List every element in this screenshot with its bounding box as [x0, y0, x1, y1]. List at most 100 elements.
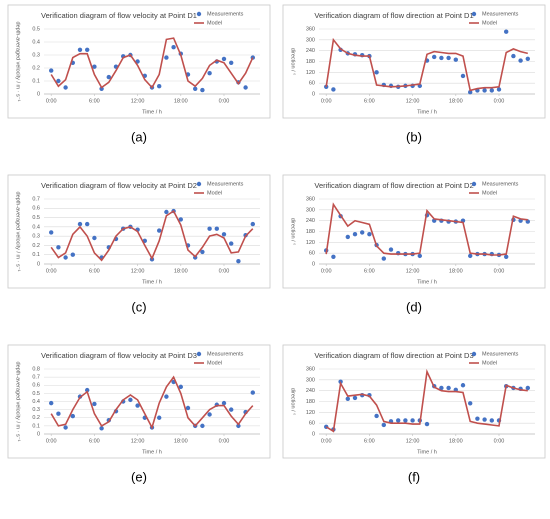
x-tick-label: 12:00	[406, 98, 420, 104]
measurement-point	[63, 255, 68, 260]
legend-label: Model	[207, 190, 222, 196]
measurement-point	[511, 53, 516, 59]
y-axis-label: depth-averaged velocity / m · s⁻¹	[15, 22, 21, 102]
chart-title: Verification diagram of flow direction a…	[314, 11, 473, 20]
y-tick-label: 0	[37, 261, 40, 267]
y-tick-label: 0.5	[32, 215, 40, 221]
chart-panel: Verification diagram of flow velocity at…	[7, 174, 271, 314]
y-tick-label: 300	[306, 207, 315, 213]
y-tick-label: 60	[309, 81, 315, 87]
measurement-point	[63, 85, 68, 90]
x-tick-label: 6:00	[89, 268, 100, 274]
measurement-point	[200, 423, 205, 429]
y-tick-label: 0.4	[32, 39, 40, 45]
legend-label: Model	[482, 20, 497, 26]
measurement-point	[229, 407, 234, 412]
x-tick-label: 0:00	[321, 268, 332, 274]
measurement-point	[439, 385, 444, 391]
measurement-point	[424, 421, 430, 427]
y-tick-label: 0	[37, 91, 40, 97]
measurement-point	[178, 384, 183, 390]
legend-swatch	[471, 11, 477, 17]
measurement-point	[367, 232, 372, 237]
x-tick-label: 0:00	[219, 268, 230, 274]
legend-label: Model	[482, 360, 497, 366]
measurement-point	[106, 74, 112, 80]
y-tick-label: 300	[306, 37, 315, 43]
measurement-point	[157, 84, 162, 89]
y-tick-label: 240	[306, 48, 315, 54]
measurement-point	[417, 253, 422, 259]
measurement-point	[496, 87, 502, 92]
measurement-point	[207, 71, 212, 76]
measurement-point	[439, 55, 444, 61]
measurement-point	[331, 254, 336, 259]
legend-label: Measurements	[482, 11, 519, 17]
measurement-point	[49, 230, 54, 235]
legend-label: Measurements	[207, 351, 244, 357]
y-tick-label: 0.3	[32, 234, 40, 240]
x-tick-label: 0:00	[321, 98, 332, 104]
legend-swatch	[471, 181, 477, 187]
measurement-point	[504, 29, 509, 34]
x-tick-label: 12:00	[131, 268, 145, 274]
y-tick-label: 60	[309, 251, 315, 257]
measurement-point	[221, 400, 227, 406]
x-tick-label: 0:00	[46, 438, 57, 444]
chart-title: Verification diagram of flow velocity at…	[41, 351, 197, 360]
measurement-point	[236, 259, 241, 264]
chart-panel: Verification diagram of flow velocity at…	[7, 4, 271, 144]
y-tick-label: 120	[306, 70, 315, 76]
chart-panel: Verification diagram of flow direction a…	[282, 4, 546, 144]
measurement-point	[446, 55, 451, 61]
y-tick-label: 0.5	[32, 391, 40, 397]
measurement-point	[56, 245, 61, 250]
x-tick-label: 6:00	[364, 98, 375, 104]
legend-label: Measurements	[482, 351, 519, 357]
y-tick-label: 0.1	[32, 252, 40, 258]
panel-label: (f)	[408, 469, 420, 484]
measurement-point	[446, 385, 451, 391]
legend-label: Model	[207, 360, 222, 366]
y-tick-label: 180	[306, 59, 315, 65]
model-line	[325, 368, 528, 433]
y-tick-label: 360	[306, 26, 315, 32]
measurement-point	[250, 221, 255, 227]
measurement-point	[243, 85, 248, 90]
measurement-point	[77, 221, 83, 227]
measurement-point	[92, 235, 97, 241]
measurement-point	[171, 45, 176, 50]
y-tick-label: 120	[306, 240, 315, 246]
x-tick-label: 0:00	[494, 268, 505, 274]
x-axis-label: Time / h	[417, 449, 437, 455]
y-tick-label: 0.7	[32, 375, 40, 381]
measurement-point	[92, 401, 97, 407]
y-tick-label: 360	[306, 196, 315, 202]
measurement-point	[525, 56, 530, 61]
measurement-point	[200, 249, 205, 255]
chart-panel: Verification diagram of flow velocity at…	[7, 344, 271, 484]
measurement-point	[164, 55, 169, 60]
measurement-point	[221, 232, 227, 237]
y-tick-label: 60	[309, 421, 315, 427]
measurement-point	[77, 47, 83, 52]
y-tick-label: 0.4	[32, 399, 40, 405]
measurement-point	[489, 88, 494, 93]
y-tick-label: 300	[306, 377, 315, 383]
x-tick-label: 6:00	[89, 438, 100, 444]
measurement-point	[460, 73, 466, 79]
y-axis-label: direction / °	[290, 388, 296, 416]
y-tick-label: 0.1	[32, 423, 40, 429]
measurement-point	[504, 254, 509, 259]
x-tick-label: 0:00	[219, 438, 230, 444]
measurement-point	[70, 413, 75, 419]
x-axis-label: Time / h	[417, 279, 437, 285]
x-tick-label: 18:00	[174, 438, 188, 444]
measurement-point	[482, 417, 487, 422]
x-tick-label: 18:00	[449, 98, 463, 104]
x-axis-label: Time / h	[417, 109, 437, 115]
chart-title: Verification diagram of flow direction a…	[314, 351, 473, 360]
measurement-point	[468, 401, 473, 406]
model-line	[50, 37, 254, 89]
model-line	[50, 209, 254, 262]
